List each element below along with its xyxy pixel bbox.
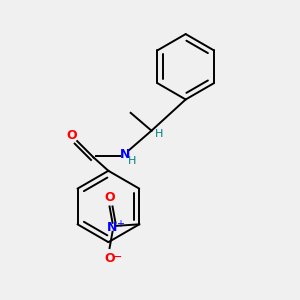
Text: O: O	[104, 191, 115, 204]
Text: N: N	[107, 221, 118, 234]
Text: O: O	[104, 252, 115, 265]
Text: −: −	[112, 250, 122, 263]
Text: O: O	[67, 129, 77, 142]
Text: +: +	[116, 219, 124, 229]
Text: N: N	[119, 148, 130, 161]
Text: H: H	[155, 129, 163, 139]
Text: H: H	[128, 156, 136, 166]
